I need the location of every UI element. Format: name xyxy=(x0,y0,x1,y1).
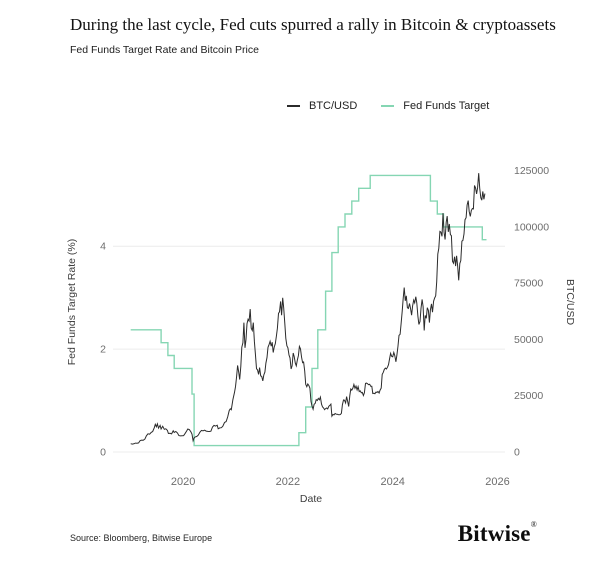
right-tick-label: 25000 xyxy=(514,390,543,402)
bitwise-logo-text: Bitwise xyxy=(457,521,531,546)
x-tick-label: 2020 xyxy=(171,476,195,488)
right-tick-label: 0 xyxy=(514,447,520,459)
legend-label-btc: BTC/USD xyxy=(309,100,358,112)
fed-funds-target-line xyxy=(130,174,487,447)
fed-line-swatch xyxy=(381,105,395,107)
right-tick-label: 50000 xyxy=(514,334,543,346)
x-axis-title: Date xyxy=(300,493,322,505)
right-axis-title: BTC/USD xyxy=(564,279,576,326)
x-tick-label: 2026 xyxy=(485,476,509,488)
left-tick-label: 2 xyxy=(100,344,106,356)
left-tick-label: 0 xyxy=(100,447,106,459)
x-tick-label: 2024 xyxy=(380,476,404,488)
btc-usd-line xyxy=(130,173,486,445)
right-tick-label: 75000 xyxy=(514,278,543,290)
registered-trademark-mark: ® xyxy=(530,520,537,529)
right-tick-label: 100000 xyxy=(514,221,549,233)
x-tick-label: 2022 xyxy=(276,476,300,488)
chart-subtitle: Fed Funds Target Rate and Bitcoin Price xyxy=(70,44,259,56)
chart-title: During the last cycle, Fed cuts spurred … xyxy=(70,15,556,34)
right-tick-label: 125000 xyxy=(514,165,549,177)
bitwise-logo: Bitwise® xyxy=(458,520,537,547)
legend: BTC/USD Fed Funds Target xyxy=(287,100,489,112)
left-tick-label: 4 xyxy=(100,241,106,253)
legend-item-fed: Fed Funds Target xyxy=(381,100,489,112)
btc-line-swatch xyxy=(287,105,300,107)
legend-label-fed: Fed Funds Target xyxy=(403,100,490,112)
legend-item-btc: BTC/USD xyxy=(287,100,357,112)
source-note: Source: Bloomberg, Bitwise Europe xyxy=(70,533,213,543)
left-axis-title: Fed Funds Target Rate (%) xyxy=(66,239,78,365)
